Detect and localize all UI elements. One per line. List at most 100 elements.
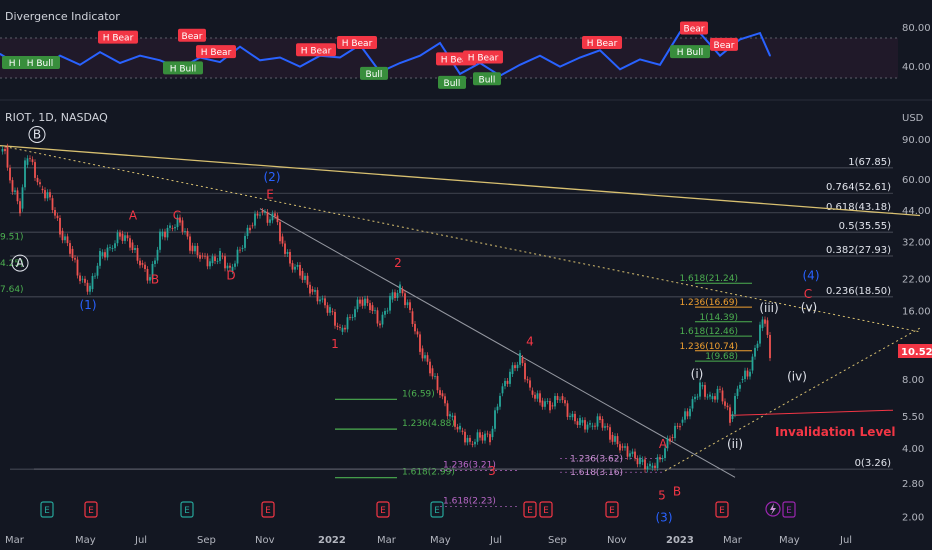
- candle-body: [29, 158, 31, 160]
- divergence-label-bear: H Bear: [296, 43, 336, 57]
- rsi-point: [659, 64, 661, 66]
- earnings-event-icon[interactable]: E: [376, 501, 390, 518]
- wave-label-red: D: [226, 268, 235, 282]
- divergence-label-bull: H Bull: [163, 61, 203, 75]
- wave-label-blue: (2): [264, 170, 281, 184]
- earnings-event-icon[interactable]: E: [782, 501, 796, 518]
- candle-body: [699, 382, 701, 397]
- wave-label-white: (iv): [787, 369, 807, 383]
- last-price-tag: 10.52: [898, 344, 932, 358]
- wave-label-red: B: [151, 273, 159, 287]
- time-axis-tick: May: [779, 535, 800, 546]
- divergence-label-box: [20, 56, 60, 69]
- candle-body: [394, 292, 396, 298]
- trendline-yellow-dotted[interactable]: [0, 145, 921, 333]
- candle-body: [74, 258, 76, 260]
- earnings-event-icon[interactable]: E: [523, 501, 537, 518]
- rsi-point: [539, 54, 541, 57]
- candle-body: [419, 334, 421, 352]
- candle-body: [714, 396, 716, 400]
- wave-label-red: 3: [488, 464, 496, 478]
- divergence-label-box: [582, 36, 622, 49]
- candle-body: [291, 263, 294, 270]
- candle-body: [569, 415, 571, 417]
- time-axis-tick: Jul: [489, 535, 502, 546]
- candle-body: [726, 405, 729, 408]
- candle-body: [534, 394, 536, 399]
- wave-label-red: A: [129, 209, 138, 223]
- candle-body: [611, 434, 614, 442]
- earnings-event-icon[interactable]: E: [84, 501, 98, 518]
- earnings-event-icon[interactable]: E: [539, 501, 553, 518]
- candle-body: [601, 419, 604, 428]
- candle-body: [681, 419, 684, 423]
- candle-body: [401, 289, 404, 294]
- candle-body: [734, 396, 736, 415]
- candle-body: [521, 357, 524, 364]
- divergence-label-bear: Bear: [178, 28, 206, 42]
- earnings-event-box: [430, 501, 444, 518]
- trendline-gray[interactable]: [259, 208, 736, 478]
- trendline-yellow-dotted[interactable]: [664, 327, 921, 472]
- candle-body: [471, 443, 474, 445]
- candle-body: [251, 225, 254, 227]
- candle-body: [389, 295, 391, 311]
- candle-body: [581, 420, 584, 423]
- fib-wave3-label: 1.618(3.16): [570, 468, 623, 478]
- divergence-label-text: H Bear: [103, 34, 134, 44]
- wave-label-red: 4: [526, 335, 534, 349]
- earnings-event-icon[interactable]: E: [180, 501, 194, 518]
- price-pane[interactable]: RIOT, 1D, NASDAQ USD 1(67.85) 0.764(52.61…: [0, 111, 932, 546]
- candle-body: [716, 388, 719, 400]
- price-axis-tick: 2.00: [902, 513, 924, 524]
- candle-body: [574, 413, 576, 422]
- currency-label: USD: [902, 113, 924, 124]
- candle-body: [579, 418, 581, 425]
- rsi-point: [279, 56, 281, 59]
- dividend-lightning-icon[interactable]: [765, 501, 781, 517]
- candle-body: [154, 260, 156, 264]
- trendline-red[interactable]: [729, 409, 894, 416]
- trendline-yellow[interactable]: [0, 144, 921, 217]
- candle-body: [404, 293, 406, 306]
- candle-body: [431, 368, 434, 377]
- candle-body: [686, 411, 689, 417]
- candle-body: [11, 180, 14, 192]
- divergence-label-box: [463, 50, 503, 64]
- candle-body: [211, 256, 214, 264]
- candle-body: [56, 215, 59, 219]
- earnings-event-icon[interactable]: E: [430, 501, 444, 518]
- candle-body: [539, 393, 541, 403]
- indicator-tick-80: 80.00: [902, 23, 931, 34]
- earnings-event-icon[interactable]: E: [605, 501, 619, 518]
- candle-body: [111, 248, 114, 249]
- rsi-point: [579, 56, 581, 59]
- candle-body: [244, 236, 246, 248]
- candle-body: [606, 426, 609, 428]
- earnings-event-icon[interactable]: E: [40, 501, 54, 518]
- divergence-label-text: H Bull: [677, 48, 704, 58]
- candle-body: [661, 458, 664, 460]
- candle-body: [694, 396, 696, 400]
- wave-label: A: [16, 256, 25, 270]
- fib-level-label: 0.618(43.18): [826, 202, 891, 213]
- candle-body: [754, 347, 756, 357]
- earnings-event-icon[interactable]: E: [261, 501, 275, 518]
- divergence-label-box: [178, 28, 206, 42]
- candle-body: [61, 230, 64, 241]
- earnings-event-box: [376, 501, 390, 518]
- candle-body: [424, 355, 426, 359]
- indicator-title: Divergence Indicator: [5, 10, 120, 23]
- wave-label-red: B: [673, 485, 681, 499]
- candle-body: [571, 413, 574, 418]
- fib-level-label: 0.764(52.61): [826, 182, 891, 193]
- earnings-event-icon[interactable]: E: [715, 501, 729, 518]
- indicator-pane[interactable]: Divergence Indicator 80.00 40.00 H Bull H…: [0, 10, 931, 89]
- divergence-label-bull: Bull: [360, 66, 388, 80]
- time-axis-tick: Sep: [548, 535, 567, 546]
- divergence-label-text: Bear: [182, 32, 203, 42]
- candle-body: [4, 149, 6, 152]
- candle-body: [344, 327, 346, 330]
